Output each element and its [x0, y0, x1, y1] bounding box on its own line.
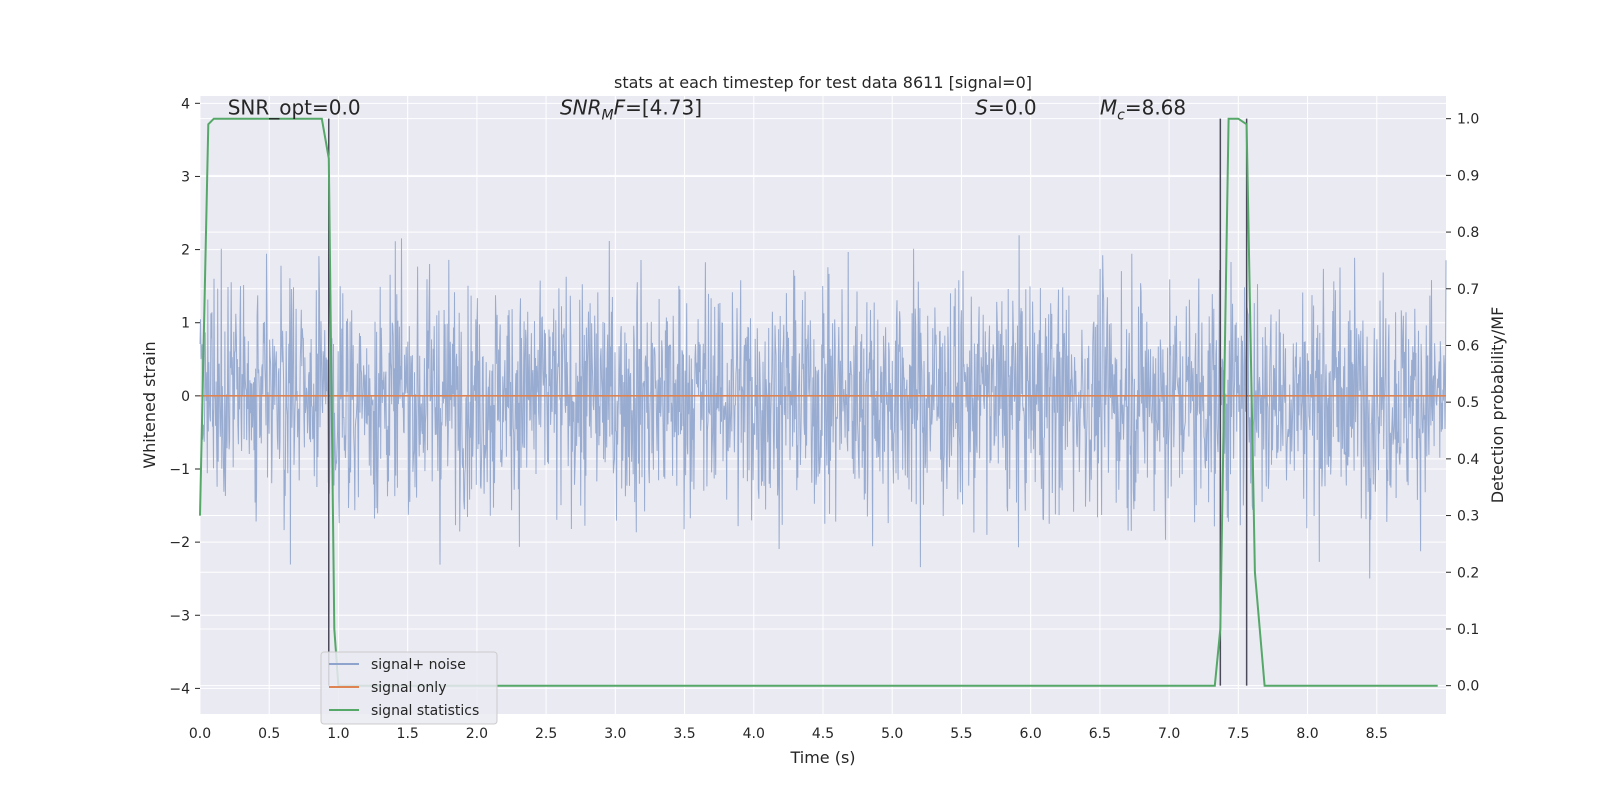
- x-tick-label: 1.5: [397, 726, 419, 742]
- annotation-0: SNR_opt=0.0: [228, 95, 361, 119]
- x-tick-label: 6.0: [1020, 726, 1042, 742]
- y2-tick-label: 0.6: [1457, 338, 1479, 354]
- y2-tick-label: 0.1: [1457, 622, 1479, 638]
- series-signal-noise: [199, 235, 1447, 579]
- y-tick-label: −4: [169, 681, 190, 697]
- y-tick-label: −2: [169, 535, 190, 551]
- annotation-1: SNRMF=[4.73]: [560, 95, 702, 123]
- y2-tick-label: 0.3: [1457, 509, 1479, 525]
- y2-axis-ticks: 1.0 0.9 0.8 0.7 0.6 0.5 0.4 0.3 0.2 0.1 0.0: [1446, 112, 1479, 695]
- x-tick-label: 2.5: [535, 726, 557, 742]
- annotation-3: Mc=8.68: [1100, 95, 1186, 123]
- y-tick-label: 1: [181, 316, 190, 332]
- x-tick-label: 3.5: [673, 726, 695, 742]
- y-axis-ticks: 4 3 2 1 0 −1 −2 −3 −4: [169, 96, 200, 697]
- y-tick-label: −1: [169, 462, 190, 478]
- y2-tick-label: 0.4: [1457, 452, 1479, 468]
- x-tick-label: 5.0: [881, 726, 903, 742]
- y-axis-label: Whitened strain: [140, 341, 159, 468]
- y-tick-label: 3: [181, 169, 190, 185]
- y2-tick-label: 0.8: [1457, 225, 1479, 241]
- x-tick-label: 1.0: [327, 726, 349, 742]
- legend-box: [320, 651, 498, 725]
- annotations: SNR_opt=0.0 SNRMF=[4.73] S=0.0 Mc=8.68: [228, 95, 1186, 123]
- legend: signal+ noise signal only signal statist…: [320, 651, 498, 725]
- y2-axis-label: Detection probability/MF: [1488, 307, 1507, 504]
- y2-tick-label: 0.2: [1457, 565, 1479, 581]
- y2-tick-label: 0.9: [1457, 168, 1479, 184]
- x-tick-label: 7.5: [1227, 726, 1249, 742]
- x-tick-label: 0.0: [189, 726, 211, 742]
- x-tick-label: 8.0: [1296, 726, 1318, 742]
- legend-label-signal-noise: signal+ noise: [371, 657, 466, 673]
- x-tick-label: 5.5: [950, 726, 972, 742]
- y-tick-label: 0: [181, 389, 190, 405]
- noise-trace: [199, 235, 1447, 579]
- y-tick-label: −3: [169, 608, 190, 624]
- x-axis-label: Time (s): [789, 748, 855, 767]
- x-tick-label: 7.0: [1158, 726, 1180, 742]
- y-tick-label: 4: [181, 96, 190, 112]
- legend-label-signal-statistics: signal statistics: [371, 703, 479, 719]
- x-tick-label: 3.0: [604, 726, 626, 742]
- x-axis-ticks: 0.0 0.5 1.0 1.5 2.0 2.5 3.0 3.5 4.0 4.5 5.0 5.5 6.0 6…: [189, 726, 1388, 742]
- y2-tick-label: 0.0: [1457, 679, 1479, 695]
- chart-title: stats at each timestep for test data 861…: [614, 73, 1032, 92]
- x-tick-label: 0.5: [258, 726, 280, 742]
- y-tick-label: 2: [181, 243, 190, 259]
- x-tick-label: 6.5: [1089, 726, 1111, 742]
- x-tick-label: 8.5: [1366, 726, 1388, 742]
- x-tick-label: 4.5: [812, 726, 834, 742]
- x-tick-label: 4.0: [743, 726, 765, 742]
- series-signal-statistics: [199, 117, 1438, 687]
- x-tick-label: 2.0: [466, 726, 488, 742]
- y2-tick-label: 0.7: [1457, 282, 1479, 298]
- annotation-2: S=0.0: [975, 95, 1036, 119]
- legend-label-signal-only: signal only: [371, 680, 446, 696]
- y2-tick-label: 1.0: [1457, 112, 1479, 128]
- y2-tick-label: 0.5: [1457, 395, 1479, 411]
